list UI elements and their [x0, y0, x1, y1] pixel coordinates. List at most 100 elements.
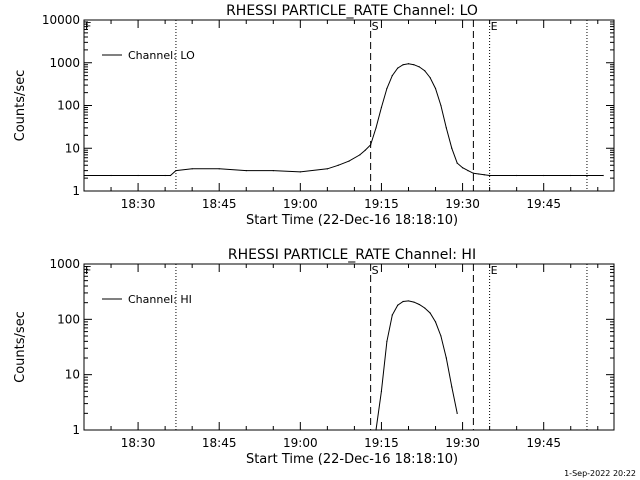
marker-label: E: [491, 264, 498, 277]
data-point: [370, 144, 372, 146]
x-tick-label: 19:00: [283, 197, 318, 211]
data-point: [397, 67, 399, 69]
data-point: [299, 171, 301, 173]
y-tick-label: 1000: [49, 257, 80, 271]
data-point: [434, 321, 437, 323]
data-point: [413, 301, 415, 303]
y-tick-label: 1000: [49, 56, 80, 70]
data-point: [424, 70, 426, 72]
x-tick-label: 18:45: [202, 436, 237, 450]
data-point: [413, 64, 415, 66]
x-axis-label: Start Time (22-Dec-16 18:18:10): [246, 213, 458, 228]
data-point: [407, 63, 410, 65]
data-point: [543, 174, 545, 177]
x-tick-label: 18:30: [121, 436, 156, 450]
data-point: [445, 127, 447, 129]
y-tick-label: 100: [57, 99, 80, 113]
data-point: [380, 390, 383, 392]
data-point: [472, 172, 474, 174]
chart-panel-0: RHESSI PARTICLE_RATE Channel: LO Start Ti…: [13, 3, 615, 228]
data-point: [359, 154, 361, 156]
data-point: [386, 340, 388, 342]
x-tick-label: 19:00: [283, 436, 318, 450]
y-tick-label: 1: [72, 423, 80, 437]
y-tick-label: 10: [65, 141, 80, 155]
data-point: [375, 127, 377, 129]
x-tick-label: 18:45: [202, 197, 237, 211]
data-point: [440, 335, 442, 337]
data-point: [451, 147, 453, 149]
marker-label: S: [372, 20, 379, 33]
plot-frame: [83, 263, 615, 431]
data-point: [440, 104, 442, 107]
x-tick-label: 19:45: [526, 197, 561, 211]
data-point: [337, 164, 339, 166]
data-point: [516, 174, 518, 177]
data-point: [218, 168, 220, 170]
data-point: [175, 170, 177, 172]
data-point: [434, 87, 437, 90]
data-point: [489, 174, 491, 177]
data-point: [137, 174, 139, 177]
chart-title: RHESSI PARTICLE_RATE Channel: LO: [226, 3, 478, 19]
data-point: [191, 168, 193, 170]
series-line-0: [84, 63, 604, 176]
y-tick-label: 10000: [42, 13, 80, 27]
plot-frame: [83, 19, 615, 192]
data-point: [348, 160, 350, 162]
data-point: [451, 386, 453, 388]
legend-entry: Channel: LO: [128, 49, 195, 62]
data-point: [602, 174, 604, 177]
data-point: [445, 357, 447, 359]
y-axis-label: Counts/sec: [13, 311, 28, 383]
x-axis-label: Start Time (22-Dec-16 18:18:10): [246, 452, 458, 467]
data-point: [407, 300, 410, 302]
data-point: [483, 174, 485, 176]
y-axis-label: Counts/sec: [13, 70, 28, 142]
data-point: [461, 167, 464, 169]
data-point: [326, 168, 328, 170]
data-point: [169, 174, 172, 177]
data-point: [391, 314, 393, 316]
y-tick-label: 1: [72, 184, 80, 198]
data-point: [272, 170, 274, 172]
data-point: [391, 75, 393, 77]
generated-timestamp: 1-Sep-2022 20:22: [564, 469, 636, 478]
data-point: [570, 174, 572, 177]
marker-label: E: [491, 20, 498, 33]
data-point: [418, 66, 420, 68]
data-point: [380, 106, 383, 109]
data-point: [424, 307, 426, 309]
series-line-0: [375, 300, 458, 431]
chart-title: RHESSI PARTICLE_RATE Channel: HI: [228, 247, 476, 263]
data-point: [110, 174, 112, 177]
marker-label: S: [372, 264, 379, 277]
data-point: [364, 149, 366, 151]
x-tick-label: 19:15: [364, 197, 399, 211]
data-point: [402, 64, 404, 66]
x-tick-label: 18:30: [121, 197, 156, 211]
data-point: [245, 170, 247, 172]
data-point: [429, 312, 431, 314]
y-tick-label: 100: [57, 312, 80, 326]
marker-label: F: [85, 264, 91, 277]
data-point: [397, 304, 399, 306]
data-point: [375, 429, 377, 431]
data-point: [456, 162, 458, 164]
data-point: [83, 174, 85, 177]
data-point: [456, 412, 458, 414]
x-tick-label: 19:30: [445, 436, 480, 450]
y-tick-label: 10: [65, 368, 80, 382]
data-point: [478, 173, 480, 175]
data-point: [402, 300, 404, 303]
marker-label: F: [85, 20, 91, 33]
data-point: [164, 174, 166, 177]
chart-panel-1: RHESSI PARTICLE_RATE Channel: HI Start Ti…: [13, 247, 615, 467]
legend-entry: Channel: HI: [128, 293, 192, 306]
data-point: [429, 76, 431, 79]
data-point: [418, 303, 420, 306]
data-point: [467, 170, 469, 172]
x-tick-label: 19:30: [445, 197, 480, 211]
x-tick-label: 19:45: [526, 436, 561, 450]
